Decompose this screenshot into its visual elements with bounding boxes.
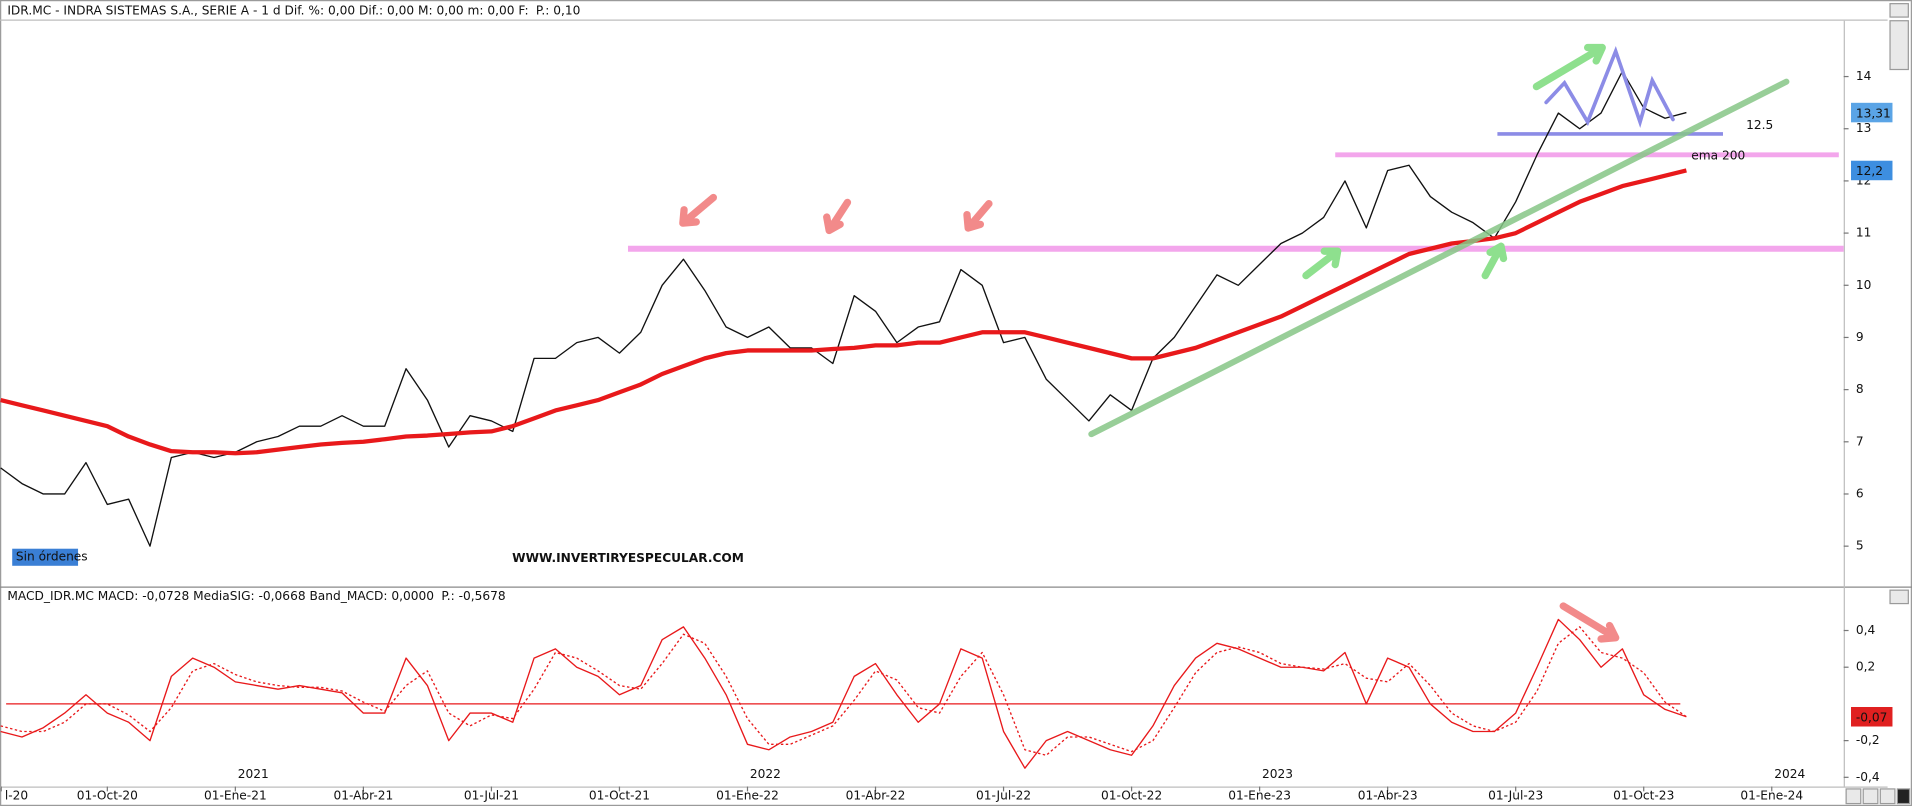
x-tick-label: 01-Abr-23: [1358, 789, 1418, 803]
annotation: WWW.INVERTIRYESPECULAR.COM: [512, 551, 744, 565]
arrow: [679, 193, 718, 227]
x-tick-label: 01-Ene-21: [204, 789, 267, 803]
button[interactable]: [1845, 788, 1862, 805]
arrow: [1481, 242, 1508, 280]
button[interactable]: [1889, 3, 1909, 18]
chart-title-extra: P.: 0,10: [536, 3, 580, 17]
arrow: [823, 198, 852, 235]
x-tick-label: 01-Oct-20: [77, 789, 138, 803]
x-tick-label: 01-Abr-22: [846, 789, 906, 803]
value-tag: [1851, 707, 1893, 727]
value-tag: [1851, 102, 1893, 123]
signal-line: [0, 626, 1687, 756]
y-tick-label: 0,4: [1856, 623, 1876, 637]
y-tick-label: 8: [1856, 382, 1864, 396]
x-tick-label: 01-Jul-23: [1488, 789, 1543, 803]
x-tick-label: 01-Ene-24: [1740, 789, 1803, 803]
x-tick-label: 01-Jul-21: [464, 789, 519, 803]
button[interactable]: [1889, 589, 1909, 605]
year-label: 2024: [1774, 767, 1805, 781]
y-tick-label: -0,4: [1856, 770, 1880, 784]
y-tick-label: 6: [1856, 486, 1864, 500]
chart-title: MACD_IDR.MC MACD: -0,0728 MediaSIG: -0,0…: [7, 589, 434, 603]
button[interactable]: [1862, 788, 1879, 805]
year-label: 2023: [1262, 767, 1293, 781]
value-tag-label: -0,07: [1856, 710, 1888, 724]
chart-title-extra: P.: -0,5678: [441, 589, 505, 603]
arrow: [1532, 43, 1606, 91]
status-badge: [12, 548, 79, 566]
x-tick-label: 01-Ene-22: [716, 789, 779, 803]
button[interactable]: [1896, 788, 1911, 805]
x-tick-label: 01-Oct-22: [1101, 789, 1162, 803]
ema-line: [0, 168, 1687, 456]
sell-arrows: [679, 193, 1620, 643]
pattern-line: [1544, 45, 1675, 128]
drawings: [679, 43, 1790, 643]
arrow: [1302, 247, 1342, 280]
x-tick-label: 01-Ene-23: [1228, 789, 1291, 803]
annotation: ema 200: [1691, 149, 1745, 163]
annotation: Sin órdenes: [16, 550, 88, 564]
value-tag: [1851, 160, 1893, 181]
y-tick-label: 11: [1856, 226, 1872, 240]
year-label: 2021: [238, 767, 269, 781]
y-tick-label: 13: [1856, 121, 1872, 135]
y-tick-label: 9: [1856, 330, 1864, 344]
button[interactable]: [1889, 20, 1909, 71]
trend-line: [1088, 78, 1790, 438]
y-tick-label: 7: [1856, 434, 1864, 448]
y-tick-label: 5: [1856, 539, 1864, 553]
x-tick-label: 01-Oct-21: [589, 789, 650, 803]
y-tick-label: 0,2: [1856, 660, 1875, 674]
buy-arrows: [1302, 43, 1606, 280]
side-buttons: [1845, 3, 1911, 805]
price-line: [0, 70, 1687, 547]
chart-title: IDR.MC - INDRA SISTEMAS S.A., SERIE A - …: [7, 3, 528, 17]
arrow: [1559, 602, 1620, 643]
button[interactable]: [1879, 788, 1896, 805]
x-tick-label: l-20: [5, 789, 28, 803]
plot: IDR.MC - INDRA SISTEMAS S.A., SERIE A - …: [0, 3, 1893, 803]
x-tick-label: 01-Jul-22: [976, 789, 1031, 803]
arrow: [963, 199, 993, 232]
y-tick-label: 10: [1856, 278, 1872, 292]
macd-line: [0, 618, 1687, 769]
x-tick-label: 01-Abr-21: [333, 789, 393, 803]
y-tick-label: -0,2: [1856, 733, 1880, 747]
value-tag-label: 13,31: [1856, 106, 1891, 120]
year-label: 2022: [750, 767, 781, 781]
annotation: 12.5: [1746, 118, 1773, 132]
y-tick-label: 14: [1856, 69, 1872, 83]
x-tick-label: 01-Oct-23: [1613, 789, 1674, 803]
value-tag-label: 12,2: [1856, 164, 1883, 178]
